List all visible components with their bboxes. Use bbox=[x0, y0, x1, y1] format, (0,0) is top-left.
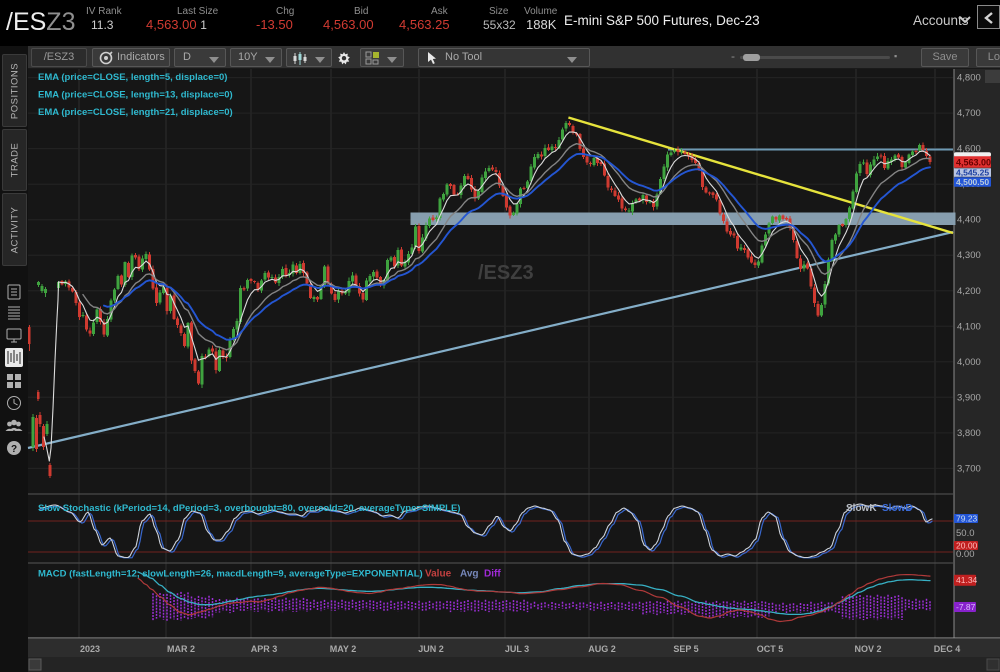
svg-text:0.00: 0.00 bbox=[956, 549, 975, 560]
svg-text:EMA (price=CLOSE, length=13, d: EMA (price=CLOSE, length=13, displace=0) bbox=[38, 90, 233, 101]
svg-text:MACD (fastLength=12, slowLengt: MACD (fastLength=12, slowLength=26, macd… bbox=[38, 569, 423, 580]
svg-text:4,500.50: 4,500.50 bbox=[956, 177, 989, 187]
svg-text:/ESZ3: /ESZ3 bbox=[478, 262, 534, 284]
svg-text:NOV 2: NOV 2 bbox=[854, 644, 881, 654]
svg-text:2023: 2023 bbox=[80, 644, 100, 654]
svg-text:4,800: 4,800 bbox=[957, 73, 981, 84]
svg-text:4,400: 4,400 bbox=[957, 215, 981, 226]
svg-text:SEP 5: SEP 5 bbox=[673, 644, 698, 654]
svg-text:AUG 2: AUG 2 bbox=[588, 644, 616, 654]
svg-text:SlowD: SlowD bbox=[882, 503, 913, 514]
svg-text:41.34: 41.34 bbox=[956, 575, 978, 585]
svg-text:79.23: 79.23 bbox=[956, 514, 978, 524]
svg-text:3,700: 3,700 bbox=[957, 463, 981, 474]
svg-text:Diff: Diff bbox=[484, 569, 501, 580]
svg-text:4,000: 4,000 bbox=[957, 357, 981, 368]
svg-text:4,600: 4,600 bbox=[957, 144, 981, 155]
svg-text:EMA (price=CLOSE, length=5, di: EMA (price=CLOSE, length=5, displace=0) bbox=[38, 72, 227, 83]
svg-text:4,563.00: 4,563.00 bbox=[956, 157, 991, 167]
svg-text:4,100: 4,100 bbox=[957, 321, 981, 332]
svg-text:4,700: 4,700 bbox=[957, 108, 981, 119]
svg-text:3,800: 3,800 bbox=[957, 428, 981, 439]
svg-text:4,300: 4,300 bbox=[957, 250, 981, 261]
svg-text:MAR 2: MAR 2 bbox=[167, 644, 195, 654]
svg-text:3,900: 3,900 bbox=[957, 392, 981, 403]
svg-text:SlowK: SlowK bbox=[846, 503, 877, 514]
svg-text:?: ? bbox=[11, 444, 17, 455]
svg-text:OCT 5: OCT 5 bbox=[757, 644, 784, 654]
svg-text:Slow Stochastic (kPeriod=14, d: Slow Stochastic (kPeriod=14, dPeriod=3, … bbox=[38, 503, 460, 514]
svg-text:Value: Value bbox=[425, 569, 452, 580]
svg-text:MAY 2: MAY 2 bbox=[330, 644, 357, 654]
svg-text:4,545.25: 4,545.25 bbox=[956, 168, 989, 178]
svg-text:EMA (price=CLOSE, length=21, d: EMA (price=CLOSE, length=21, displace=0) bbox=[38, 107, 233, 118]
svg-text:JUL 3: JUL 3 bbox=[505, 644, 529, 654]
svg-text:20.00: 20.00 bbox=[956, 541, 978, 551]
svg-text:DEC 4: DEC 4 bbox=[934, 644, 961, 654]
svg-text:4,200: 4,200 bbox=[957, 286, 981, 297]
svg-text:-7.87: -7.87 bbox=[956, 602, 976, 612]
svg-text:Avg: Avg bbox=[460, 569, 479, 580]
svg-text:50.0: 50.0 bbox=[956, 528, 975, 539]
svg-text:JUN 2: JUN 2 bbox=[418, 644, 444, 654]
svg-text:APR 3: APR 3 bbox=[251, 644, 278, 654]
